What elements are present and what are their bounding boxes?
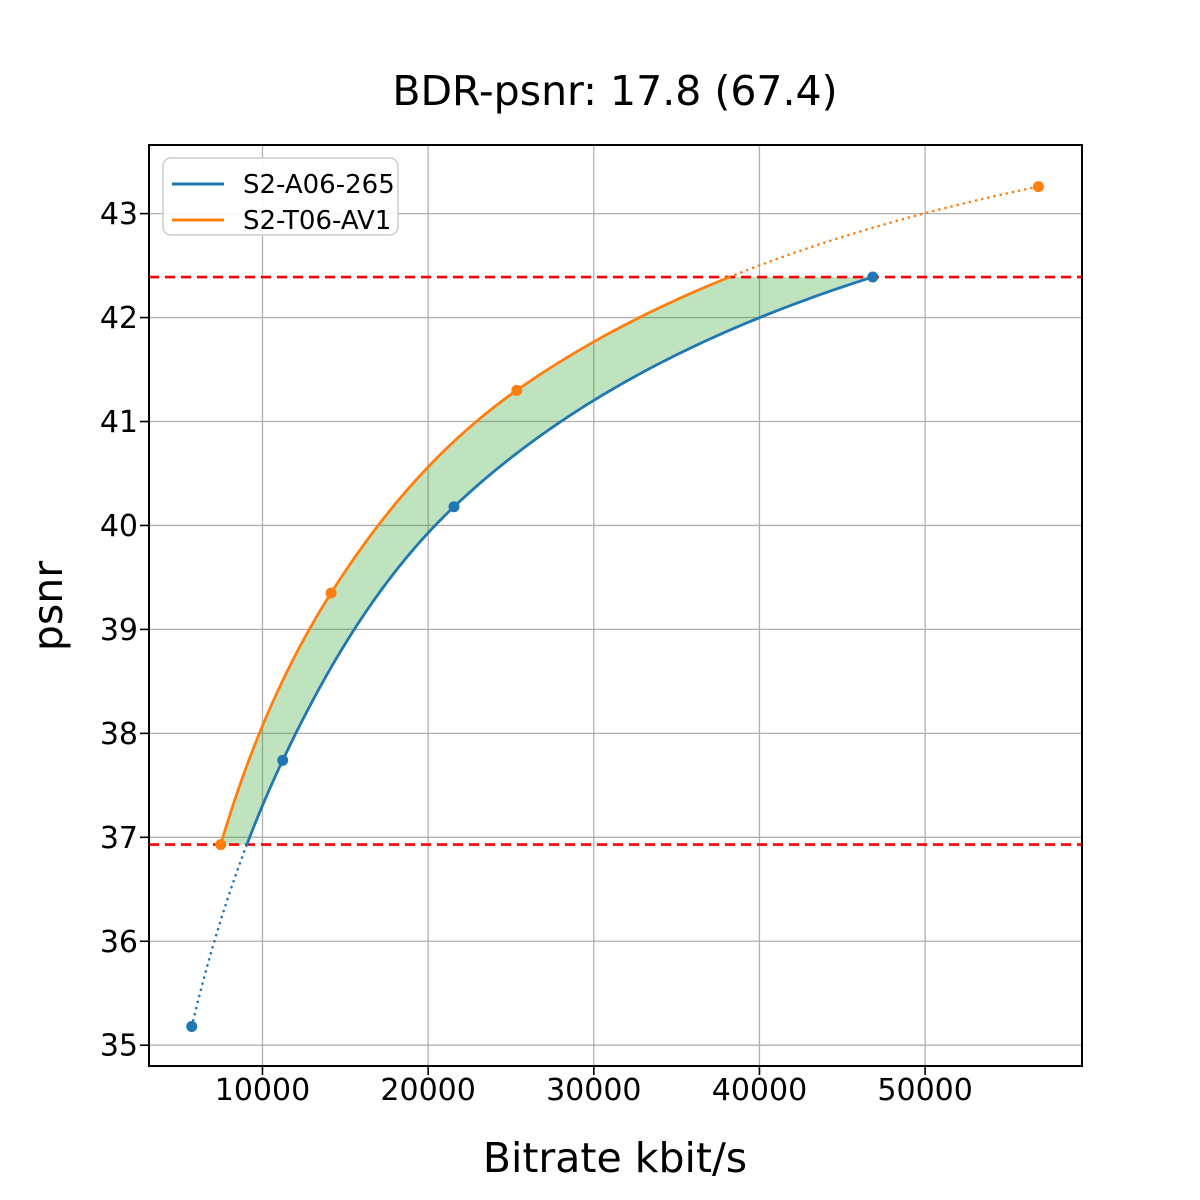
data-point-s2-a06-265 (277, 754, 289, 766)
data-point-s2-a06-265 (186, 1020, 198, 1032)
data-point-s2-a06-265 (867, 271, 879, 283)
y-tick-label-35: 35 (100, 1029, 138, 1064)
y-axis-label: psnr (24, 561, 72, 651)
data-point-s2-t06-av1 (215, 839, 227, 851)
legend-label-s2-t06-av1: S2-T06-AV1 (243, 206, 391, 236)
data-point-s2-t06-av1 (325, 587, 337, 599)
x-tick-label-40000: 40000 (712, 1073, 807, 1108)
y-tick-label-39: 39 (100, 613, 138, 648)
plot-area-border (148, 144, 1083, 1067)
x-tick-label-30000: 30000 (546, 1073, 641, 1108)
y-tick-label-42: 42 (100, 301, 138, 336)
bd-overlap-area (220, 277, 873, 845)
legend-box (162, 157, 399, 236)
x-tick-label-50000: 50000 (877, 1073, 972, 1108)
series-s2-t06-av1-dotted-segment (728, 185, 1040, 279)
y-tick-label-40: 40 (100, 509, 138, 544)
data-point-s2-t06-av1 (511, 384, 523, 396)
series-s2-t06-av1-line (219, 275, 731, 845)
y-tick-label-37: 37 (100, 821, 138, 856)
y-tick-label-41: 41 (100, 405, 138, 440)
x-tick-label-20000: 20000 (380, 1073, 475, 1108)
y-tick-label-36: 36 (100, 925, 138, 960)
chart-generated-content: 10000 20000 30000 40000 50000 35 36 37 38 39 40 41 4… (100, 145, 1082, 1108)
legend: S2-A06-265 S2-T06-AV1 (162, 157, 399, 236)
data-point-s2-a06-265 (448, 501, 460, 513)
legend-label-s2-a06-265: S2-A06-265 (243, 170, 395, 200)
series-s2-a06-265-dotted-segment (190, 843, 249, 1028)
series-s2-a06-265-line (245, 275, 874, 846)
data-point-s2-t06-av1 (1032, 181, 1044, 193)
x-tick-label-10000: 10000 (215, 1073, 310, 1108)
chart-title: BDR-psnr: 17.8 (67.4) (392, 67, 837, 115)
y-tick-label-43: 43 (100, 197, 138, 232)
y-tick-label-38: 38 (100, 717, 138, 752)
x-axis-label: Bitrate kbit/s (483, 1134, 747, 1182)
